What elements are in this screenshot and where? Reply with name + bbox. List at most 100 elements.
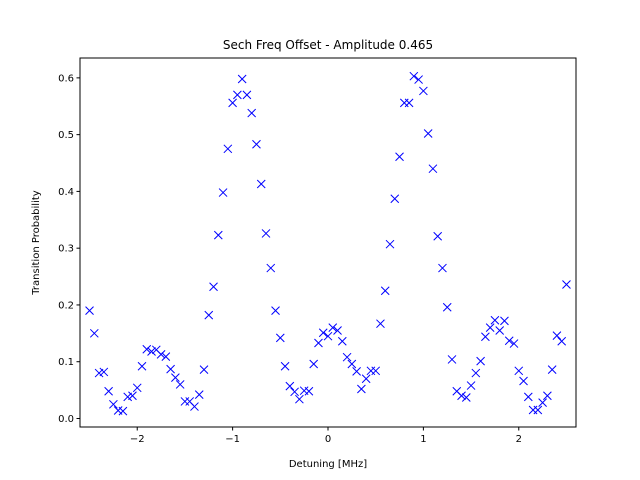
data-point	[132, 383, 142, 393]
data-point	[395, 152, 404, 162]
data-point	[328, 323, 338, 333]
data-point	[337, 336, 347, 346]
data-point	[509, 339, 519, 348]
data-point	[233, 90, 242, 100]
data-point	[347, 359, 357, 369]
data-point	[514, 366, 524, 376]
data-point	[213, 230, 223, 240]
x-axis-label: Detuning [MHz]	[289, 459, 367, 470]
data-point	[280, 361, 290, 371]
y-tick-label: 0.6	[58, 73, 74, 84]
data-point	[562, 280, 571, 289]
data-point	[500, 316, 509, 326]
data-point	[495, 326, 505, 335]
x-tick-label: 2	[516, 434, 522, 445]
data-point	[447, 355, 457, 364]
plot-area-frame	[79, 57, 577, 428]
data-point	[438, 263, 447, 273]
data-point	[223, 144, 233, 154]
data-point	[314, 338, 323, 348]
data-point	[104, 386, 113, 396]
data-point	[419, 86, 428, 96]
data-point	[118, 406, 128, 416]
data-point	[504, 336, 514, 346]
data-point	[109, 399, 118, 409]
data-point	[128, 391, 137, 401]
data-point	[404, 98, 414, 108]
data-point	[261, 229, 271, 238]
data-point	[414, 75, 423, 84]
y-tick-label: 0.1	[58, 357, 74, 368]
data-point	[218, 188, 228, 197]
data-point	[543, 391, 552, 401]
data-markers	[85, 71, 571, 416]
data-point	[533, 405, 543, 415]
x-tick-label: 0	[325, 434, 331, 445]
data-point	[271, 306, 280, 315]
data-point	[275, 333, 285, 343]
data-point	[242, 90, 252, 100]
data-point	[485, 323, 495, 333]
data-point	[423, 129, 433, 138]
data-point	[175, 380, 185, 389]
data-point	[266, 263, 276, 273]
data-point	[380, 286, 390, 296]
y-axis-ticks: 0.0 0.1 0.2 0.3 0.4 0.5 0.6	[58, 73, 80, 425]
data-point	[161, 352, 171, 361]
data-point	[523, 392, 533, 402]
data-point	[290, 387, 299, 397]
data-point	[461, 393, 471, 402]
data-point	[557, 336, 567, 346]
data-point	[538, 398, 547, 407]
data-point	[171, 373, 180, 382]
data-point	[247, 108, 257, 118]
data-point	[342, 352, 352, 362]
data-point	[323, 331, 333, 341]
chart-title: Sech Freq Offset - Amplitude 0.465	[223, 38, 433, 52]
data-point	[457, 391, 466, 401]
data-point	[142, 344, 152, 354]
y-tick-label: 0.4	[58, 187, 74, 198]
data-point	[199, 365, 209, 375]
data-point	[228, 98, 237, 108]
x-axis-ticks: −2 −1 0 1 2	[130, 427, 522, 445]
data-point	[295, 394, 304, 404]
data-point	[318, 328, 328, 338]
data-point	[490, 315, 500, 325]
data-point	[471, 368, 481, 378]
data-point	[99, 367, 109, 377]
data-point	[552, 331, 562, 340]
data-point	[190, 402, 199, 411]
data-point	[547, 365, 557, 375]
data-point	[357, 384, 366, 394]
x-tick-label: −1	[225, 434, 240, 445]
data-point	[519, 376, 528, 386]
data-point	[285, 381, 295, 391]
data-point	[433, 231, 443, 241]
data-point	[309, 359, 319, 369]
data-point	[166, 364, 175, 374]
data-point	[476, 356, 485, 366]
x-tick-label: 1	[420, 434, 426, 445]
data-point	[361, 374, 371, 384]
data-point	[333, 326, 342, 335]
data-point	[256, 179, 266, 189]
y-tick-label: 0.3	[58, 244, 74, 255]
y-tick-label: 0.5	[58, 130, 74, 141]
data-point	[409, 71, 419, 81]
data-point	[466, 381, 476, 390]
data-point	[252, 139, 261, 149]
data-point	[390, 194, 400, 204]
data-point	[237, 74, 247, 84]
data-point	[194, 390, 204, 399]
data-point	[209, 282, 218, 292]
data-point	[428, 164, 438, 174]
data-point	[371, 366, 381, 376]
y-axis-label: Transition Probability	[31, 190, 42, 295]
y-tick-label: 0.0	[58, 414, 74, 425]
data-point	[85, 306, 94, 315]
data-point	[352, 367, 361, 376]
data-point	[481, 332, 490, 342]
